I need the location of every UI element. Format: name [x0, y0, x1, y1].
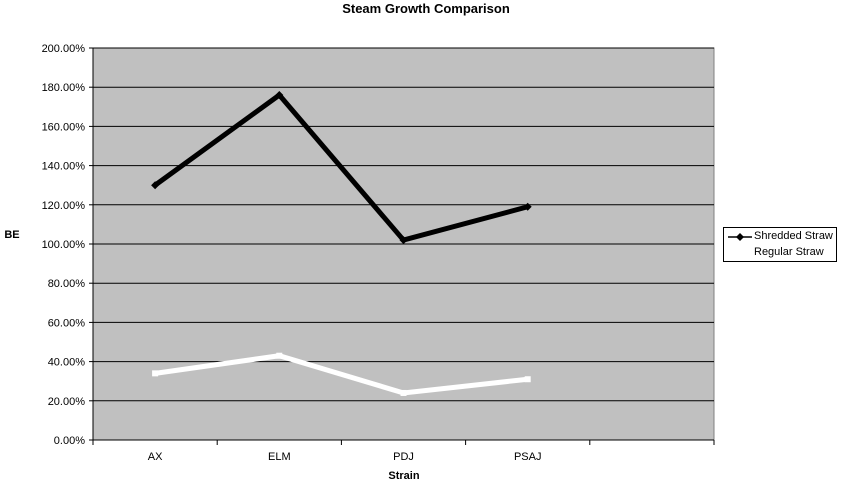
- legend-item-regular-straw: Regular Straw: [724, 245, 836, 261]
- series-line-regular-straw: [154, 353, 528, 396]
- gridlines: [93, 47, 714, 402]
- data-point-regular-straw: [524, 376, 531, 383]
- x-tick-label: ELM: [268, 451, 291, 463]
- data-point-regular-straw: [276, 352, 283, 359]
- data-point-regular-straw: [152, 370, 159, 377]
- legend: Shredded Straw Regular Straw: [723, 227, 837, 262]
- data-point-regular-straw: [400, 389, 407, 396]
- y-axis-ticks: 0.00% 20.00% 40.00% 60.00% 80.00% 100.00% 120.…: [42, 43, 93, 447]
- data-point-shredded-straw: [275, 91, 284, 100]
- legend-item-shredded-straw: Shredded Straw: [724, 229, 836, 245]
- data-point-shredded-straw: [523, 202, 532, 211]
- x-axis-title: Strain: [388, 470, 419, 482]
- y-tick-label: 20.00%: [48, 396, 86, 408]
- y-tick-label: 80.00%: [48, 278, 86, 290]
- y-tick-label: 0.00%: [54, 435, 85, 447]
- legend-swatch-regular-straw: [728, 249, 752, 257]
- x-tick-label: PSAJ: [514, 451, 542, 463]
- y-tick-label: 120.00%: [42, 200, 86, 212]
- data-point-shredded-straw: [399, 236, 408, 245]
- data-point-shredded-straw: [151, 181, 160, 190]
- y-tick-label: 160.00%: [42, 121, 86, 133]
- y-tick-label: 180.00%: [42, 82, 86, 94]
- y-tick-label: 200.00%: [42, 43, 86, 55]
- y-tick-label: 140.00%: [42, 161, 86, 173]
- y-tick-label: 60.00%: [48, 317, 86, 329]
- legend-label-regular-straw: Regular Straw: [754, 246, 824, 258]
- legend-label-shredded-straw: Shredded Straw: [754, 230, 833, 242]
- chart-title: Steam Growth Comparison: [342, 1, 510, 16]
- x-axis-ticks: AX ELM PDJ PSAJ: [92, 440, 715, 463]
- y-axis-title: BE: [4, 229, 19, 241]
- x-tick-label: PDJ: [393, 451, 414, 463]
- x-tick-label: AX: [148, 451, 163, 463]
- series-line-shredded-straw: [153, 91, 529, 243]
- y-tick-label: 100.00%: [42, 239, 86, 251]
- legend-swatch-shredded-straw: [728, 233, 752, 241]
- y-tick-label: 40.00%: [48, 357, 86, 369]
- series-layer: [151, 91, 532, 396]
